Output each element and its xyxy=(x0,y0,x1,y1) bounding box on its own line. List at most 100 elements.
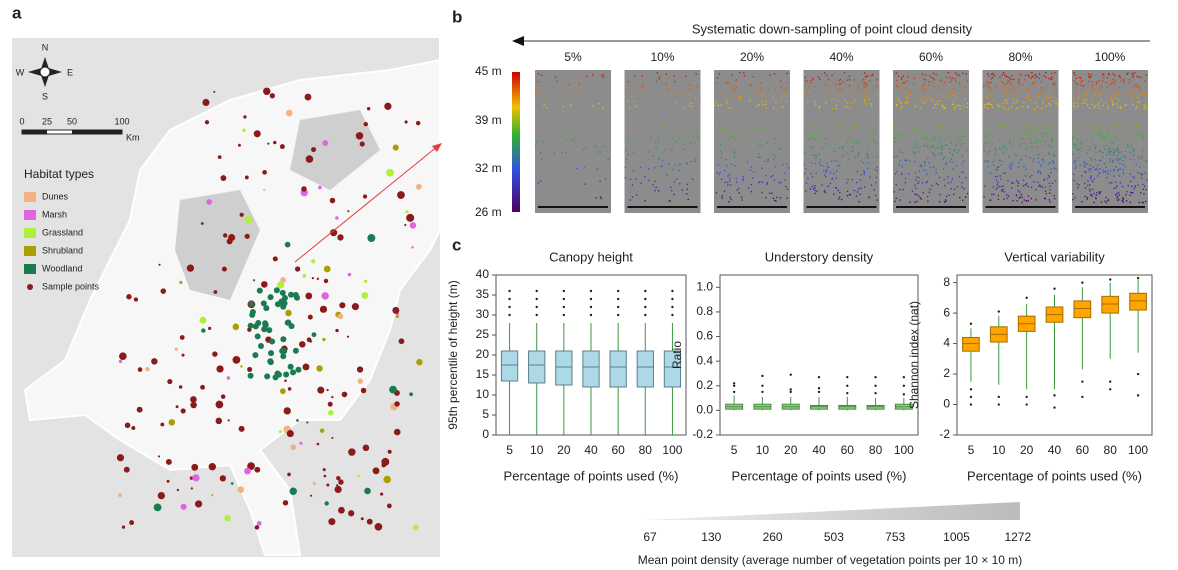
habitat-patch xyxy=(360,517,364,521)
cloud-point xyxy=(949,92,951,94)
cloud-point xyxy=(945,200,947,202)
cloud-point xyxy=(913,130,915,133)
cloud-point xyxy=(1039,125,1041,127)
cloud-point xyxy=(1081,175,1083,177)
cloud-point xyxy=(1012,86,1015,88)
cloud-point xyxy=(933,138,936,140)
cloud-point xyxy=(1133,154,1135,156)
cloud-point xyxy=(1130,191,1132,193)
cloud-point xyxy=(647,168,650,170)
cloud-point xyxy=(1083,99,1085,101)
habitat-patch xyxy=(319,428,325,433)
cloud-point xyxy=(1024,184,1026,186)
cloud-point xyxy=(961,155,964,157)
habitat-patch xyxy=(178,385,183,389)
habitat-patch xyxy=(263,87,271,96)
cloud-point xyxy=(741,199,743,201)
cloud-point xyxy=(896,156,898,158)
cloud-point xyxy=(772,175,774,177)
cloud-point xyxy=(1055,102,1057,104)
habitat-patch xyxy=(118,493,122,498)
cloud-point xyxy=(959,108,961,110)
legend-swatch xyxy=(24,192,36,202)
cloud-point xyxy=(902,75,904,78)
cloud-point xyxy=(916,176,918,178)
cloud-point xyxy=(875,176,878,178)
cloud-point xyxy=(730,163,733,166)
cloud-point xyxy=(907,75,909,78)
cloud-point xyxy=(1125,100,1127,102)
cloud-point xyxy=(1139,101,1141,103)
cloud-point xyxy=(765,197,767,199)
habitat-patch xyxy=(181,353,185,357)
cloud-point xyxy=(1041,186,1043,189)
cloud-point xyxy=(628,90,630,93)
cloud-point xyxy=(679,137,681,139)
density-value: 503 xyxy=(824,530,844,544)
cloud-point xyxy=(1047,177,1049,180)
cloud-point xyxy=(1027,130,1029,133)
cloud-point xyxy=(1124,105,1126,107)
cloud-point xyxy=(1099,91,1101,93)
cloud-point xyxy=(1083,182,1086,185)
cloud-point xyxy=(669,200,671,202)
cloud-point xyxy=(671,149,673,151)
cloud-point xyxy=(919,197,921,199)
cloud-point xyxy=(964,86,966,89)
cloud-point xyxy=(1073,80,1075,82)
cloud-point xyxy=(1036,76,1039,78)
cloud-point xyxy=(1084,195,1086,198)
habitat-patch xyxy=(273,287,280,294)
cloud-point xyxy=(749,99,751,101)
cloud-point xyxy=(1077,83,1079,85)
cloud-point xyxy=(1023,199,1025,201)
habitat-patch xyxy=(208,463,217,471)
water-body xyxy=(175,190,260,300)
cloud-point xyxy=(966,192,969,195)
cloud-point xyxy=(1073,72,1075,74)
cloud-point xyxy=(770,175,772,178)
cloud-point xyxy=(1131,98,1134,100)
cloud-point xyxy=(947,182,949,184)
cloud-point xyxy=(1079,77,1082,79)
cloud-point xyxy=(1098,107,1100,109)
cloud-point xyxy=(772,153,774,155)
cloud-point xyxy=(739,98,741,101)
cloud-point xyxy=(903,87,906,90)
cloud-point xyxy=(830,88,832,90)
cloud-point xyxy=(679,183,681,185)
cloud-point xyxy=(902,82,904,84)
cloud-point xyxy=(1108,147,1110,150)
habitat-patch xyxy=(131,426,136,430)
cloud-point xyxy=(826,165,828,168)
cloud-point xyxy=(1114,95,1116,97)
cloud-point xyxy=(911,190,914,192)
cloud-point xyxy=(844,99,846,101)
cloud-point xyxy=(842,154,845,157)
cloud-point xyxy=(678,169,680,172)
cloud-point xyxy=(734,165,736,167)
cloud-point xyxy=(919,107,922,109)
cloud-point xyxy=(625,158,628,161)
water-body xyxy=(290,110,380,190)
habitat-patch xyxy=(411,246,414,249)
cloud-point xyxy=(898,164,901,166)
habitat-patch xyxy=(242,128,246,132)
density-value: 1005 xyxy=(943,530,970,544)
habitat-patch xyxy=(280,277,286,283)
cloud-point xyxy=(1054,180,1057,182)
cloud-point xyxy=(819,78,821,81)
cloud-point xyxy=(958,74,960,76)
cloud-point xyxy=(760,90,763,93)
cloud-point xyxy=(951,103,954,106)
box xyxy=(866,404,885,410)
cloud-point xyxy=(776,196,778,199)
cloud-point xyxy=(904,159,906,161)
cloud-point xyxy=(1113,89,1115,91)
scale-tick-label: 50 xyxy=(67,116,77,126)
cloud-point xyxy=(1117,191,1120,194)
cloud-point xyxy=(851,178,854,181)
chart-title: Vertical variability xyxy=(1004,249,1105,264)
cloud-point xyxy=(1079,164,1081,166)
habitat-patch xyxy=(263,305,270,312)
